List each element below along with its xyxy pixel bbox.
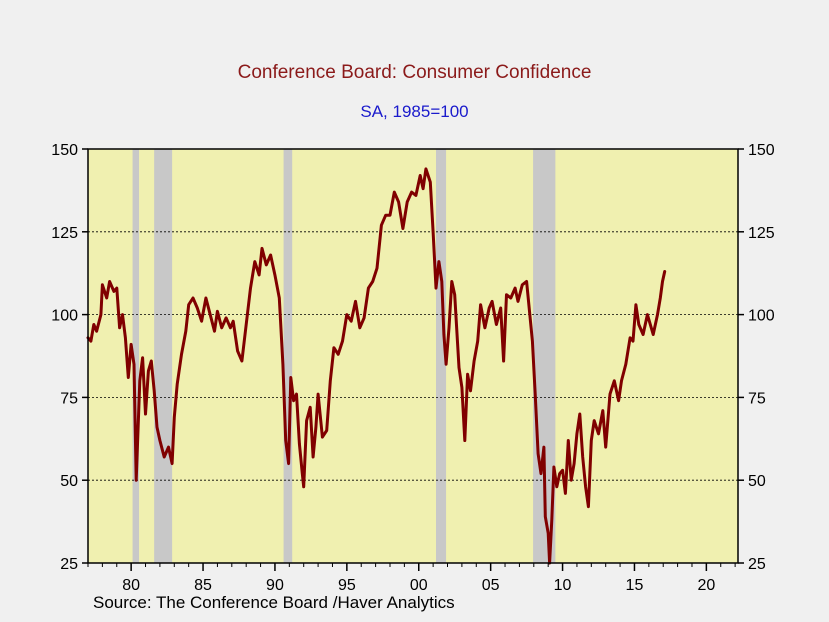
recession-bands (132, 149, 556, 563)
axes: 25 25 50 50 75 75 100 100 125 125 150 150 80 85 90 95 00… (51, 142, 775, 594)
y-tick-label-left: 125 (51, 225, 78, 242)
series-line-0 (86, 167, 667, 565)
y-tick-label-left: 75 (60, 390, 78, 407)
x-tick-label: 80 (122, 577, 140, 594)
y-tick-label-left: 50 (60, 473, 78, 490)
y-tick-label-right: 25 (748, 556, 766, 573)
x-tick-label: 90 (266, 577, 284, 594)
y-tick-label-right: 75 (748, 390, 766, 407)
x-tick-label: 05 (482, 577, 500, 594)
x-tick-label: 85 (194, 577, 212, 594)
recession-band-3 (436, 149, 447, 563)
recession-band-2 (283, 149, 293, 563)
chart-subtitle: SA, 1985=100 (360, 102, 469, 121)
x-tick-label: 00 (410, 577, 428, 594)
x-tick-label: 10 (554, 577, 572, 594)
y-tick-label-left: 25 (60, 556, 78, 573)
series-layer (86, 167, 667, 565)
chart-title: Conference Board: Consumer Confidence (237, 62, 592, 83)
x-tick-label: 20 (697, 577, 715, 594)
y-tick-label-right: 100 (748, 308, 775, 325)
y-tick-label-right: 125 (748, 225, 775, 242)
y-tick-label-right: 150 (748, 142, 775, 159)
plot-area (88, 149, 738, 563)
x-tick-label: 15 (626, 577, 644, 594)
plot-frame (87, 148, 739, 564)
y-tick-label-left: 150 (51, 142, 78, 159)
recession-band-0 (132, 149, 140, 563)
y-tick-label-right: 50 (748, 473, 766, 490)
y-tick-label-left: 100 (51, 308, 78, 325)
x-tick-label: 95 (338, 577, 356, 594)
source-note: Source: The Conference Board /Haver Anal… (93, 593, 455, 612)
recession-band-1 (154, 149, 173, 563)
gridlines (88, 231, 738, 481)
